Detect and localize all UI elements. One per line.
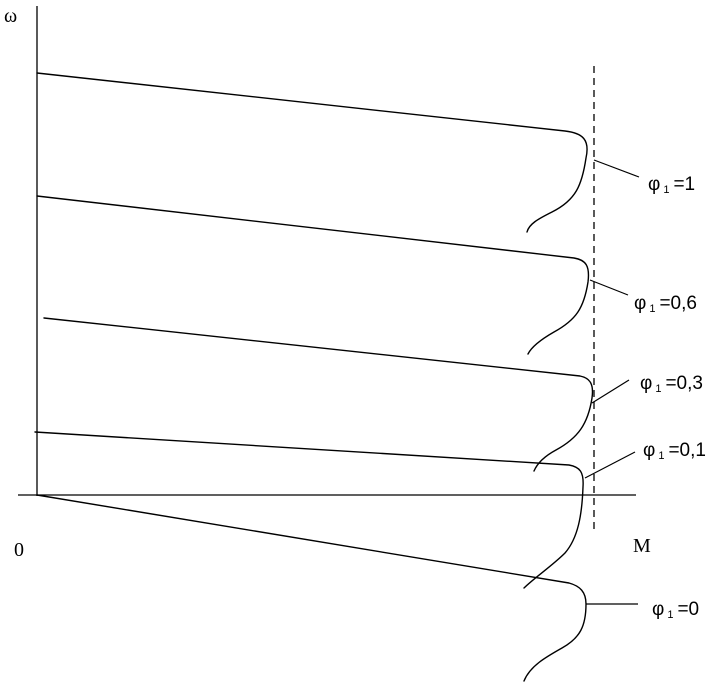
y-axis-label: ω [4, 5, 17, 27]
leader-line-phi-0-6 [589, 279, 629, 296]
curve-phi-0-3 [43, 317, 594, 472]
label-phi-0-6: φ 1 =0,6 [634, 293, 697, 315]
leader-line-phi-0-3 [591, 379, 630, 404]
label-phi-1: φ 1 =1 [648, 174, 695, 196]
leader-line-phi-0-1 [584, 451, 636, 479]
label-phi-0: φ 1 =0 [652, 599, 699, 621]
label-phi-0-3: φ 1 =0,3 [640, 373, 703, 395]
label-phi-0-1: φ 1 =0,1 [643, 440, 706, 462]
origin-label: 0 [14, 539, 24, 561]
leader-line-phi-1 [593, 159, 640, 178]
curve-phi-0 [36, 494, 587, 682]
curve-phi-0-6 [36, 195, 590, 355]
x-axis-label: M [633, 535, 651, 557]
curve-phi-1 [36, 72, 588, 233]
curve-phi-0-1 [34, 431, 584, 589]
